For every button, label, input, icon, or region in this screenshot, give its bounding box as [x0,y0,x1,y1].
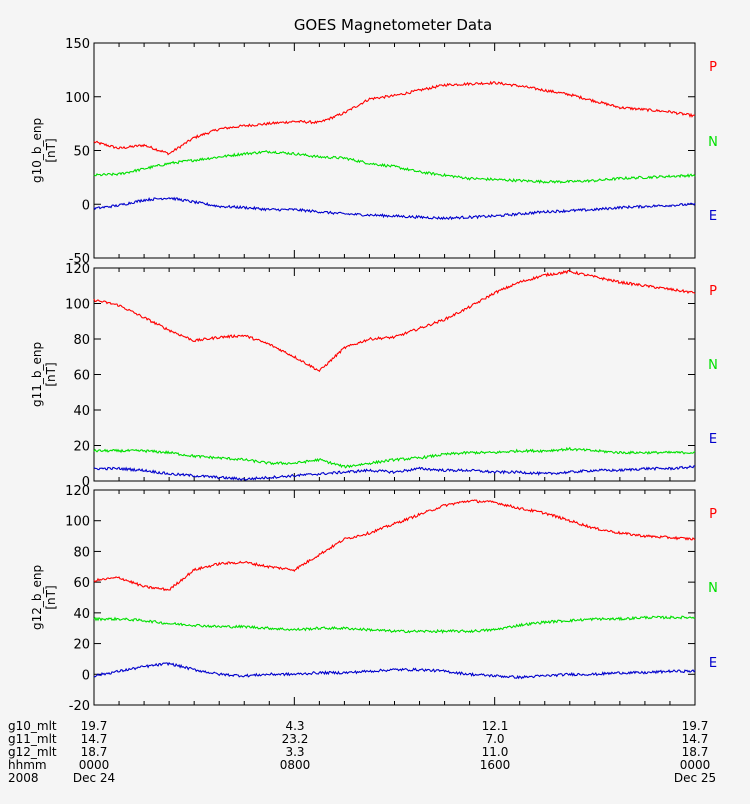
footer-cell: 18.7 [81,745,108,759]
y-tick-label: -20 [69,699,90,714]
footer-row-label: hhmm [8,758,47,772]
y-tick-label: 0 [82,668,90,683]
y-tick-label: 50 [73,145,90,160]
series-label-E: E [709,432,717,447]
y-tick-label: 100 [65,298,90,313]
y-tick-label: 150 [65,37,90,52]
footer-cell: 14.7 [682,732,709,746]
footer-row-label: g12_mlt [8,745,57,759]
series-line-E [93,196,696,221]
panel-frame [93,42,696,259]
footer-cell: Dec 24 [73,771,115,785]
y-axis-unit: [nT] [44,138,58,162]
footer-cell: 3.3 [285,745,304,759]
footer-cell: 12.1 [482,719,509,733]
footer-row-label: g10_mlt [8,719,57,733]
footer-cell: Dec 25 [674,771,716,785]
footer-cell: 0000 [79,758,110,772]
y-tick-label: -50 [69,252,90,267]
y-axis-title: g12_b_enp [30,565,44,630]
panel-frame [93,267,696,482]
footer-row-label: 2008 [8,771,39,785]
y-axis-title: g11_b_enp [30,342,44,407]
y-tick-label: 120 [65,262,90,277]
series-label-N: N [708,135,718,150]
series-line-P [93,269,696,373]
y-tick-label: 100 [65,91,90,106]
series-label-P: P [709,507,717,522]
footer-cell: 18.7 [682,745,709,759]
series-label-P: P [709,284,717,299]
series-label-N: N [708,358,718,373]
series-line-N [93,615,696,635]
panel-3: -20 0 20 40 60 80 100 120 g12_b_enp [nT] P N E [30,484,718,714]
footer-cell: 19.7 [81,719,108,733]
footer-cell: 7.0 [485,732,504,746]
y-tick-label: 120 [65,484,90,499]
panel-1: -50 0 50 100 150 g10_b_enp [nT] P N E [30,37,718,267]
y-tick-label: 100 [65,515,90,530]
series-label-P: P [709,60,717,75]
y-tick-label: 80 [73,545,90,560]
y-axis-unit: [nT] [44,585,58,609]
footer-cell: 14.7 [81,732,108,746]
chart-title: GOES Magnetometer Data [294,16,492,34]
y-tick-label: 60 [73,576,90,591]
footer-row-label: g11_mlt [8,732,57,746]
series-label-E: E [709,656,717,671]
series-line-P [93,80,696,156]
footer-cell: 19.7 [682,719,709,733]
series-label-E: E [709,209,717,224]
y-axis-unit: [nT] [44,362,58,386]
time-axis-table: g10_mlt 19.7 4.3 12.1 19.7 g11_mlt 14.7 23.2 7.0… [8,719,716,785]
y-tick-label: 0 [82,198,90,213]
series-label-N: N [708,581,718,596]
series-line-E [93,465,696,481]
footer-cell: 1600 [480,758,511,772]
series-line-N [93,150,696,185]
footer-cell: 23.2 [282,732,309,746]
y-tick-label: 40 [73,607,90,622]
footer-cell: 0800 [280,758,311,772]
y-tick-label: 80 [73,333,90,348]
y-tick-label: 40 [73,404,90,419]
y-tick-label: 20 [73,638,90,653]
series-line-P [93,499,696,592]
y-tick-label: 60 [73,369,90,384]
y-tick-label: 0 [82,475,90,490]
panel-2: 0 20 40 60 80 100 120 g11_b_enp [nT] P N E [30,262,718,490]
y-axis-title: g10_b_enp [30,118,44,183]
footer-cell: 11.0 [482,745,509,759]
series-line-E [93,661,696,680]
y-tick-label: 20 [73,440,90,455]
footer-cell: 4.3 [285,719,304,733]
series-line-N [93,446,696,469]
footer-cell: 0000 [680,758,711,772]
